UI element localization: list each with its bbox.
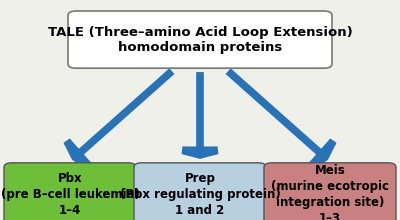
Text: Pbx
(pre B–cell leukemia)
1–4: Pbx (pre B–cell leukemia) 1–4 <box>0 172 140 217</box>
FancyBboxPatch shape <box>264 163 396 220</box>
FancyBboxPatch shape <box>4 163 136 220</box>
FancyBboxPatch shape <box>134 163 266 220</box>
FancyBboxPatch shape <box>68 11 332 68</box>
Text: Meis
(murine ecotropic
integration site)
1–3: Meis (murine ecotropic integration site)… <box>271 164 389 220</box>
Text: TALE (Three–amino Acid Loop Extension)
homodomain proteins: TALE (Three–amino Acid Loop Extension) h… <box>48 26 352 54</box>
Text: Prep
(Pbx regulating protein)
1 and 2: Prep (Pbx regulating protein) 1 and 2 <box>120 172 280 217</box>
